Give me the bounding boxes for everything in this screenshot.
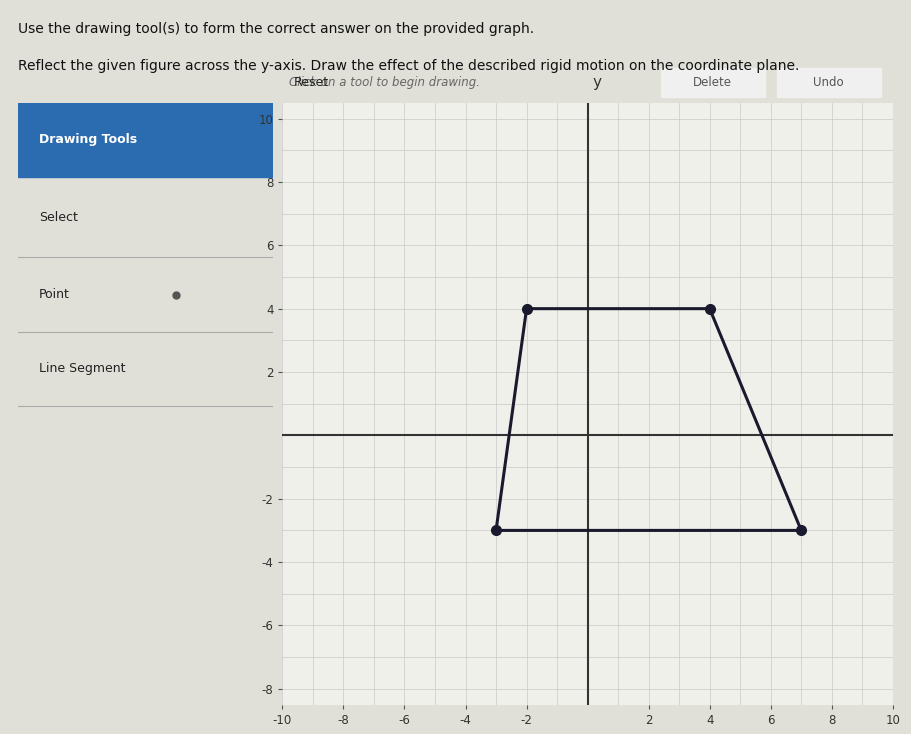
Bar — [660, 68, 764, 97]
Text: Line Segment: Line Segment — [38, 363, 125, 376]
Text: y: y — [592, 75, 601, 90]
Bar — [777, 68, 881, 97]
Text: Reflect the given figure across the y-axis. Draw the effect of the described rig: Reflect the given figure across the y-ax… — [18, 59, 800, 73]
Text: Click on a tool to begin drawing.: Click on a tool to begin drawing. — [289, 76, 479, 89]
Text: Drawing Tools: Drawing Tools — [38, 134, 137, 147]
Text: Select: Select — [38, 211, 77, 224]
Text: Use the drawing tool(s) to form the correct answer on the provided graph.: Use the drawing tool(s) to form the corr… — [18, 22, 535, 36]
Text: Point: Point — [38, 288, 69, 301]
Text: Delete: Delete — [693, 76, 732, 89]
Text: Undo: Undo — [814, 76, 844, 89]
Text: Reset: Reset — [293, 76, 329, 89]
Bar — [18, 103, 273, 177]
